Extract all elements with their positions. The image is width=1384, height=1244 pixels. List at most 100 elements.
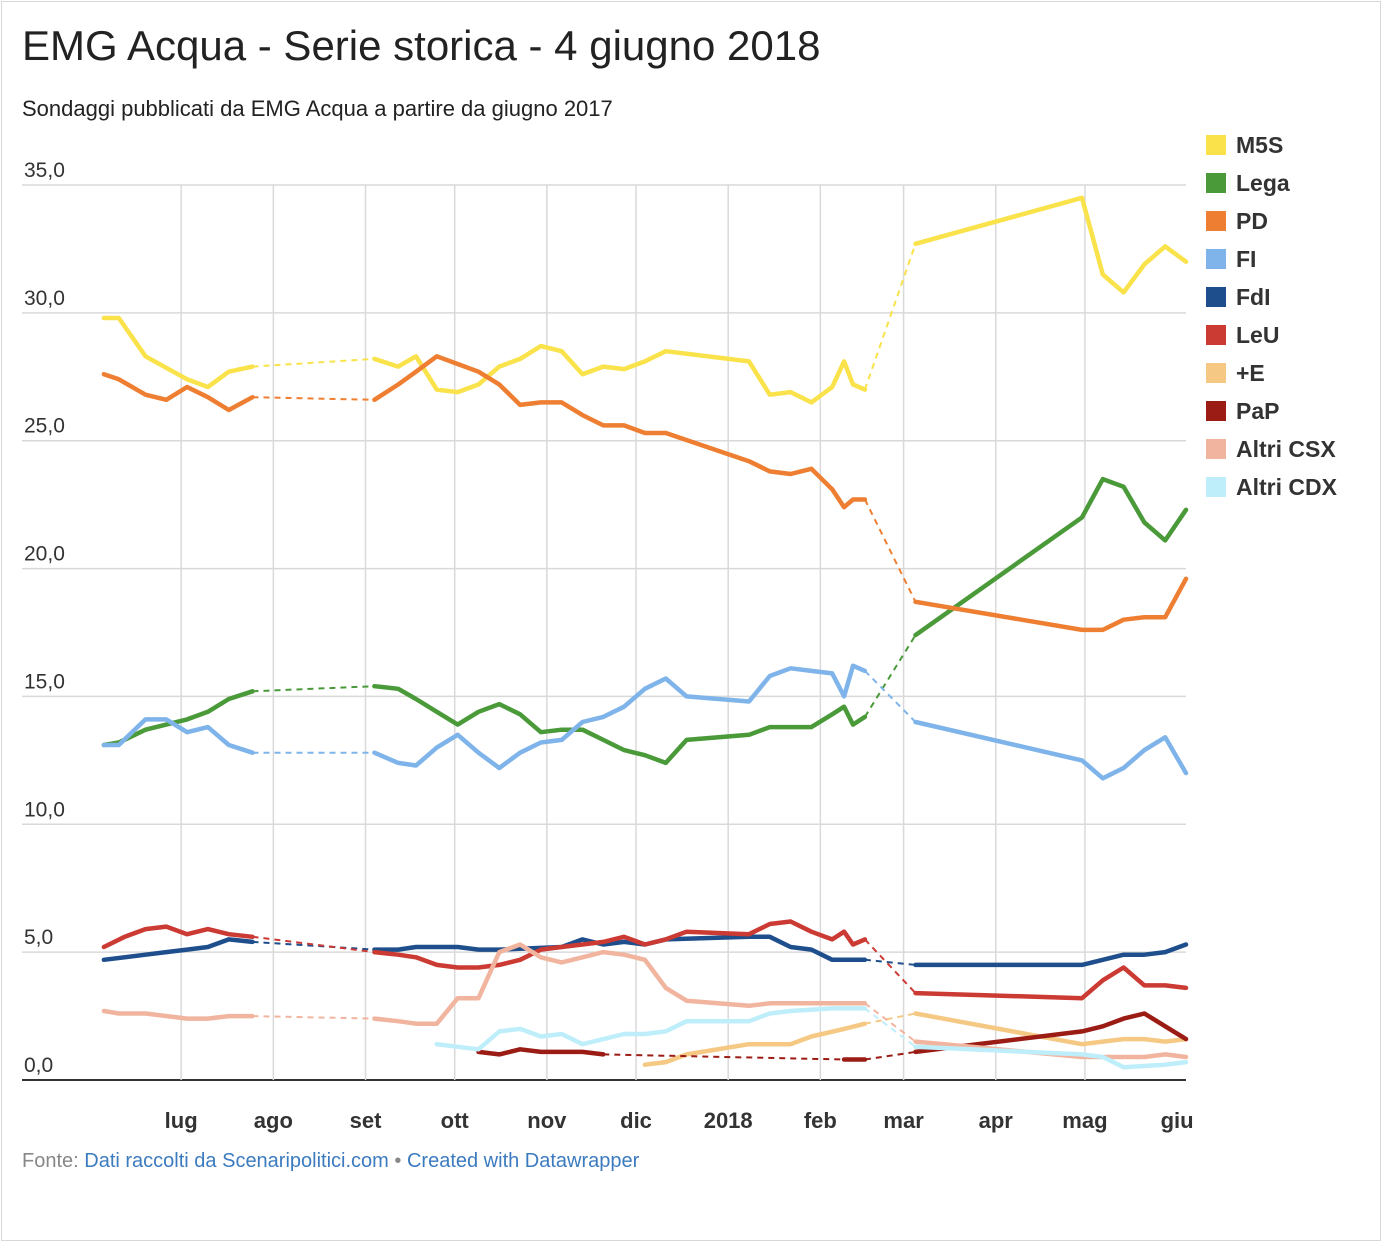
series-line-fi — [101, 717, 255, 755]
x-tick-label: mag — [1062, 1108, 1107, 1133]
series-line-pd — [372, 354, 868, 510]
y-tick-label: 30,0 — [24, 287, 65, 310]
legend-label: Altri CSX — [1236, 435, 1336, 462]
series-bridge-leu — [252, 935, 375, 954]
legend-swatch — [1206, 211, 1226, 231]
series-line-pd — [101, 371, 255, 413]
series-line-leu — [913, 965, 1189, 1001]
gridlines — [22, 184, 1186, 1081]
y-tick-label: 20,0 — [24, 543, 65, 566]
chart-subtitle: Sondaggi pubblicati da EMG Acqua a parti… — [22, 96, 613, 121]
legend-swatch — [1206, 249, 1226, 269]
series-bridge-e — [864, 1012, 916, 1025]
series-bridge-pap — [864, 1050, 916, 1061]
legend-swatch — [1206, 135, 1226, 155]
source-link[interactable]: Dati raccolti da Scenaripolitici.com — [84, 1150, 389, 1172]
legend-item-fdi: FdI — [1206, 278, 1337, 316]
x-tick-label: dic — [620, 1108, 652, 1133]
series-line-fdi — [101, 937, 255, 963]
legend-item-altri-csx: Altri CSX — [1206, 430, 1337, 468]
series-line-altri-csx — [372, 942, 868, 1026]
legend-swatch — [1206, 477, 1226, 497]
legend-item-lega: Lega — [1206, 164, 1337, 202]
series-line-e — [642, 1021, 868, 1067]
series-line-pd — [913, 576, 1189, 633]
series-bridge-leu — [864, 938, 917, 994]
legend-swatch — [1206, 401, 1226, 421]
series-line-fdi — [913, 942, 1189, 968]
series-line-fi — [372, 663, 868, 771]
legend-swatch — [1206, 287, 1226, 307]
x-tick-label: ago — [254, 1108, 293, 1133]
legend-label: Lega — [1236, 169, 1290, 196]
series-bridge-lega — [252, 685, 375, 693]
series-bridge-fdi — [864, 958, 916, 966]
legend-item-leu: LeU — [1206, 316, 1337, 354]
legend-item-m5s: M5S — [1206, 126, 1337, 164]
series-line-altri-cdx — [913, 1044, 1189, 1070]
series-line-m5s — [913, 195, 1189, 295]
legend-swatch — [1206, 325, 1226, 345]
legend-swatch — [1206, 173, 1226, 193]
series-bridge-pd — [252, 396, 375, 401]
datawrapper-link[interactable]: Created with Datawrapper — [406, 1150, 640, 1172]
series-bridge-m5s — [863, 243, 917, 390]
series-bridge-fi — [864, 670, 917, 723]
series-line-altri-csx — [101, 1008, 255, 1021]
chart-title: EMG Acqua - Serie storica - 4 giugno 201… — [22, 22, 821, 69]
series-bridge-m5s — [252, 357, 375, 368]
y-tick-label: 5,0 — [24, 926, 53, 949]
x-tick-label: lug — [165, 1108, 198, 1133]
series-bridge-pap — [603, 1053, 845, 1061]
legend: M5S Lega PD FI FdI LeU +E PaP Altri CSX Altri CDX — [1206, 126, 1337, 506]
x-tick-label: 2018 — [704, 1108, 753, 1133]
footer-separator: • — [394, 1150, 402, 1172]
legend-label: PaP — [1236, 397, 1280, 424]
legend-label: FdI — [1236, 283, 1271, 310]
legend-swatch — [1206, 363, 1226, 383]
x-tick-label: giu — [1161, 1108, 1194, 1133]
series-line-pap — [476, 1047, 606, 1057]
series-line-lega — [913, 476, 1189, 638]
y-tick-label: 15,0 — [24, 670, 65, 693]
footer: Fonte: Dati raccolti da Scenaripolitici.… — [22, 1150, 639, 1173]
legend-label: LeU — [1236, 321, 1280, 348]
series-line-m5s — [372, 343, 868, 405]
legend-label: PD — [1236, 207, 1268, 234]
x-tick-label: nov — [527, 1108, 567, 1133]
series-line-leu — [101, 924, 255, 950]
y-tick-label: 35,0 — [24, 159, 65, 182]
series-line-leu — [372, 919, 868, 970]
x-tick-label: feb — [804, 1108, 837, 1133]
x-axis-ticks: lug ago set ott nov dic 2018 feb mar apr mag giu — [165, 1108, 1194, 1133]
series-bridge-lega — [864, 634, 917, 718]
series-bridge-pd — [864, 499, 917, 603]
y-tick-label: 10,0 — [24, 798, 65, 821]
x-tick-label: ott — [441, 1108, 470, 1133]
legend-item-pd: PD — [1206, 202, 1337, 240]
legend-label: +E — [1236, 359, 1265, 386]
legend-item-fi: FI — [1206, 240, 1337, 278]
legend-label: M5S — [1236, 131, 1284, 158]
x-tick-label: set — [350, 1108, 382, 1133]
legend-label: Altri CDX — [1236, 473, 1337, 500]
footer-prefix: Fonte: — [22, 1150, 79, 1172]
legend-swatch — [1206, 439, 1226, 459]
series-line-m5s — [101, 315, 255, 390]
series-line-lega — [372, 683, 868, 766]
series-line-altri-cdx — [434, 1006, 868, 1052]
series-line-fdi — [372, 934, 868, 963]
legend-item-altri-cdx: Altri CDX — [1206, 468, 1337, 506]
legend-label: FI — [1236, 245, 1257, 272]
y-tick-label: 25,0 — [24, 415, 65, 438]
x-tick-label: mar — [883, 1108, 924, 1133]
series-bridge-altri-csx — [864, 1002, 917, 1043]
series-bridge-fdi — [252, 940, 375, 951]
y-axis-ticks: 0,0 5,0 10,0 15,0 20,0 25,0 30,0 35,0 — [24, 159, 65, 1077]
series-line-fi — [913, 719, 1189, 781]
series-bridge-altri-csx — [252, 1015, 375, 1020]
legend-item-pap: PaP — [1206, 392, 1337, 430]
x-tick-label: apr — [979, 1108, 1014, 1133]
